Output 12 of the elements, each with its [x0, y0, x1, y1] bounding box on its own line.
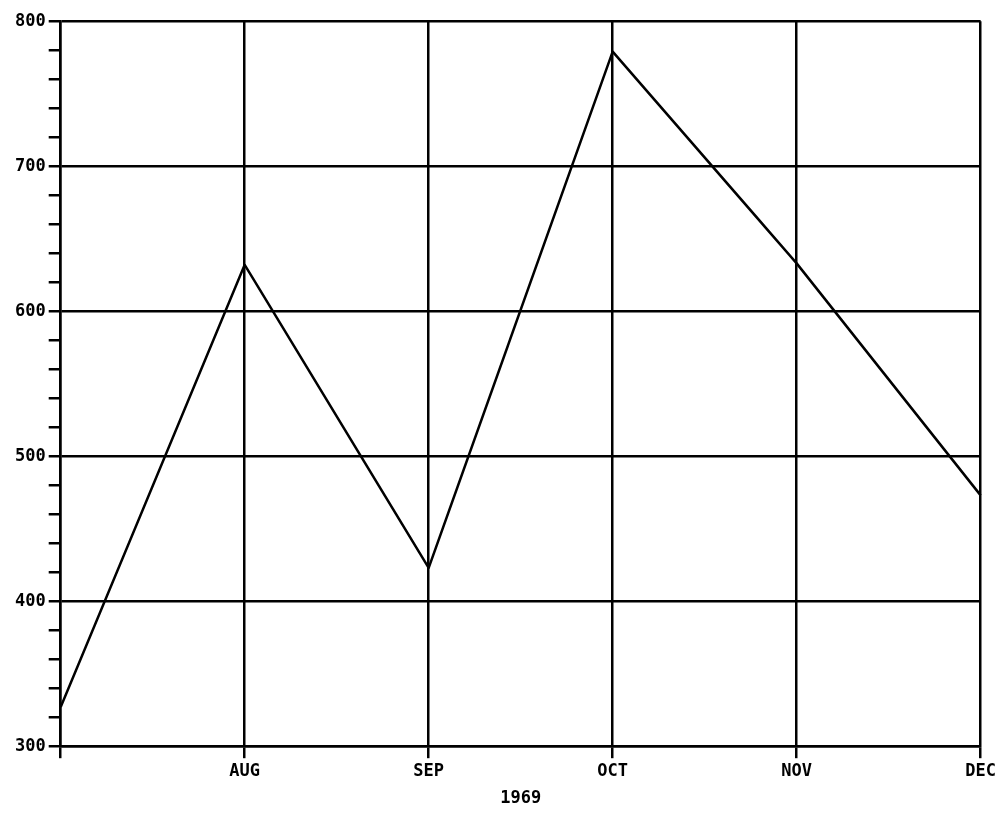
x-tick-label: DEC: [965, 759, 997, 780]
y-tick-label: 600: [14, 299, 46, 320]
x-tick-label: AUG: [229, 759, 261, 780]
y-tick-label: 500: [14, 444, 46, 465]
y-tick-label: 700: [14, 154, 46, 175]
x-tick-label: SEP: [413, 759, 445, 780]
x-axis-title: 1969: [500, 787, 542, 808]
y-tick-label: 300: [14, 734, 46, 755]
x-tick-label: NOV: [781, 759, 813, 780]
y-tick-label: 400: [14, 589, 46, 610]
y-tick-label: 800: [14, 9, 46, 30]
x-tick-label: OCT: [597, 759, 629, 780]
